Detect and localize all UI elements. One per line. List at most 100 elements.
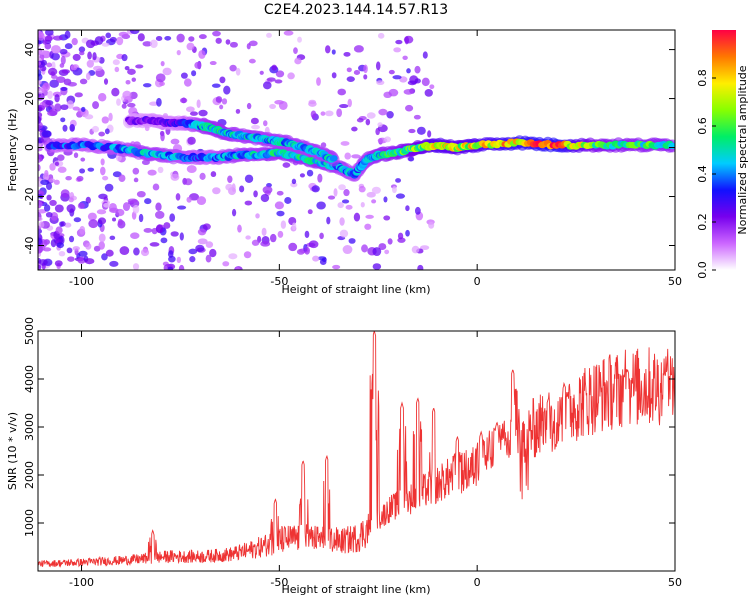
noise-mark (129, 30, 140, 35)
noise-mark (79, 225, 86, 235)
noise-mark (98, 241, 105, 250)
noise-mark (60, 189, 70, 198)
noise-mark (250, 117, 259, 125)
noise-mark (85, 72, 91, 81)
noise-mark (156, 97, 162, 107)
noise-mark (296, 248, 305, 255)
noise-mark (288, 242, 298, 252)
noise-mark (54, 204, 64, 213)
noise-mark (170, 138, 180, 145)
noise-mark (251, 239, 260, 246)
noise-mark (338, 184, 346, 191)
noise-mark (227, 175, 233, 183)
y-tick-label: 5000 (23, 317, 36, 345)
noise-mark (108, 112, 113, 122)
noise-mark (271, 64, 278, 71)
noise-mark (215, 96, 223, 103)
noise-mark (237, 224, 242, 233)
noise-mark (337, 88, 347, 96)
x-tick-label: -50 (270, 576, 288, 589)
noise-mark (188, 36, 195, 42)
noise-mark (198, 50, 206, 59)
noise-mark (81, 106, 86, 112)
noise-mark (73, 217, 82, 223)
noise-mark (219, 76, 226, 84)
noise-mark (372, 247, 382, 257)
noise-mark (188, 248, 198, 255)
noise-mark (177, 205, 187, 210)
noise-mark (225, 39, 231, 45)
noise-mark (228, 253, 238, 260)
noise-mark (219, 104, 224, 110)
y-tick-label: 1000 (23, 509, 36, 537)
noise-mark (326, 216, 331, 225)
noise-mark (61, 69, 71, 74)
noise-mark (353, 45, 364, 53)
noise-mark (186, 42, 195, 51)
noise-mark (121, 54, 128, 62)
snr-panel: -100 -50 0 50 1000 2000 3000 4000 5000 Height of… (6, 317, 682, 596)
noise-mark (100, 166, 106, 176)
noise-mark (70, 64, 78, 71)
noise-mark (124, 65, 130, 71)
noise-mark (125, 79, 131, 85)
noise-mark (162, 67, 172, 76)
x-tick-label: -100 (69, 576, 94, 589)
noise-mark (77, 202, 85, 209)
noise-mark (55, 226, 63, 235)
noise-mark (424, 88, 433, 97)
noise-mark (87, 167, 95, 172)
noise-mark (393, 47, 402, 53)
noise-mark (49, 79, 59, 88)
noise-mark (356, 117, 364, 123)
noise-mark (122, 90, 132, 100)
noise-mark (44, 42, 52, 50)
snr-xlabel: Height of straight line (km) (281, 583, 430, 596)
colorbar-tick-label: 0.2 (696, 213, 709, 231)
noise-mark (377, 122, 383, 128)
noise-mark (155, 36, 163, 41)
noise-mark (100, 158, 105, 166)
noise-mark (54, 161, 60, 166)
noise-mark (331, 72, 337, 79)
noise-mark (189, 256, 196, 263)
noise-mark (85, 39, 96, 49)
noise-mark (109, 36, 117, 43)
x-tick-label: -50 (270, 275, 288, 288)
noise-mark (88, 219, 99, 229)
noise-mark (304, 230, 310, 239)
noise-mark (229, 64, 237, 72)
noise-mark (179, 232, 184, 241)
noise-mark (180, 72, 188, 79)
noise-mark (221, 98, 228, 105)
noise-mark (38, 61, 41, 66)
noise-mark (65, 176, 72, 181)
noise-mark (248, 40, 258, 47)
noise-mark (384, 136, 391, 143)
noise-mark (312, 255, 320, 262)
noise-mark (38, 244, 44, 254)
noise-mark (405, 229, 410, 237)
noise-mark (91, 125, 100, 133)
noise-mark (38, 221, 45, 229)
noise-mark (245, 235, 251, 240)
noise-mark (428, 221, 435, 229)
noise-mark (429, 84, 435, 90)
noise-mark (196, 99, 201, 108)
noise-mark (269, 103, 277, 109)
noise-mark (64, 43, 73, 50)
noise-mark (41, 85, 47, 93)
noise-mark (118, 31, 129, 37)
noise-mark (44, 169, 49, 177)
noise-mark (263, 81, 272, 90)
noise-mark (353, 70, 361, 75)
noise-mark (62, 124, 68, 132)
noise-mark (159, 81, 165, 86)
noise-mark (44, 35, 53, 42)
noise-mark (263, 120, 268, 127)
noise-mark (348, 238, 356, 244)
noise-mark (414, 206, 421, 215)
noise-mark (365, 118, 371, 126)
noise-mark (343, 189, 350, 197)
noise-mark (395, 178, 402, 183)
